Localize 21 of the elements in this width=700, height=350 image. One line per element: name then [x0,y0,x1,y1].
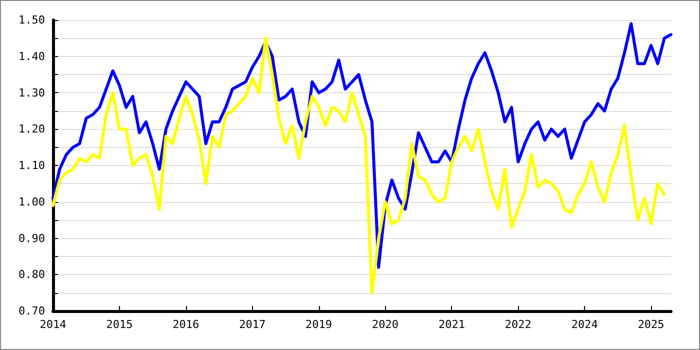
y-tick-label: 0.70 [18,304,45,318]
y-tick-label: 0.90 [18,232,45,245]
x-tick-label: 2022 [504,318,532,331]
x-tick-label: 2021 [438,318,465,331]
x-tick-label: 2019 [306,318,332,331]
y-tick-label: 1.00 [18,195,45,208]
x-tick-label: 2015 [106,318,133,331]
y-tick-label: 1.10 [18,159,45,172]
y-tick-label: 1.20 [18,122,45,136]
x-tick-label: 2014 [40,318,67,331]
x-tick-label: 2025 [638,318,664,331]
x-tick-label: 2017 [239,318,266,331]
line-series [52,36,666,294]
y-tick-label: 1.50 [18,14,45,26]
line-series [52,22,672,269]
x-tick-label: 2024 [571,318,598,331]
x-tick-label: 2016 [172,318,200,331]
y-tick-label: 1.40 [18,50,45,63]
x-tick-label: 2020 [372,318,399,331]
y-tick-label: 0.80 [18,268,45,282]
y-tick-label: 1.30 [18,86,45,100]
